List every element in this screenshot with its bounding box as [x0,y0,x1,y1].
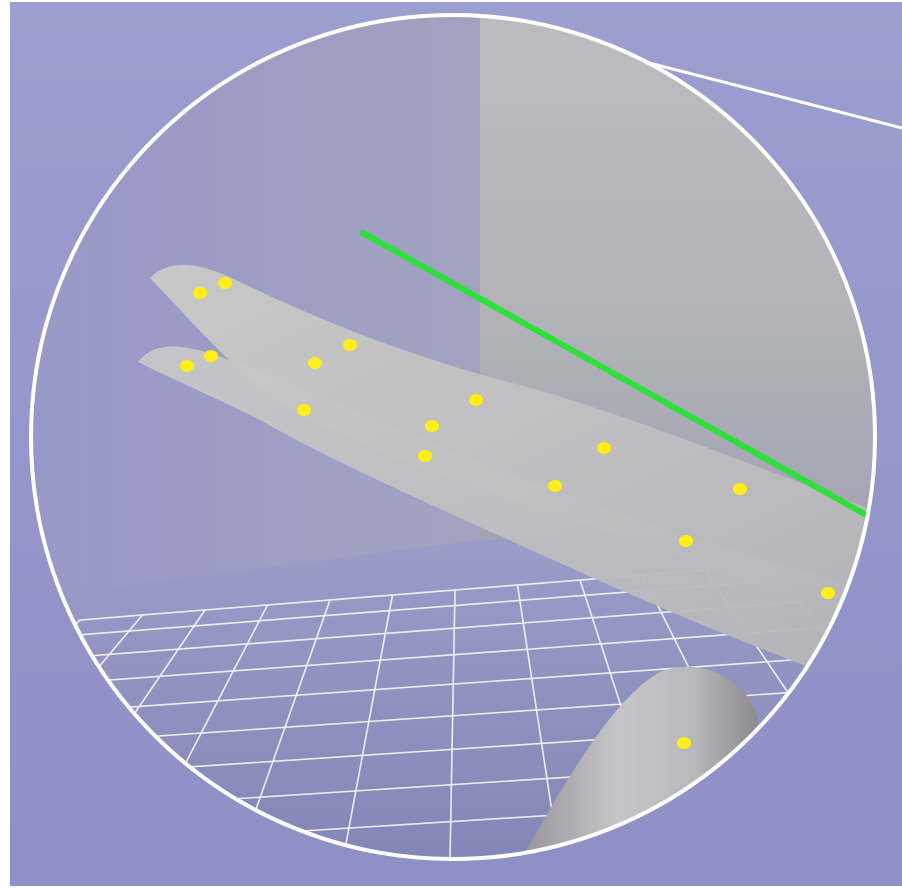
grid-line [340,594,394,859]
marker-dot[interactable] [218,277,232,289]
marker-dot[interactable] [548,480,562,492]
grid-line [31,614,144,859]
marker-dot[interactable] [733,483,747,495]
lower-surface [138,346,875,700]
grid-line [31,649,875,719]
marker-dot[interactable] [597,442,611,454]
marker-dot[interactable] [308,357,322,369]
marker-points [180,277,835,749]
wall-edge-outline [629,56,902,130]
marker-dot[interactable] [469,394,483,406]
lens-ring [29,13,877,861]
marker-dot[interactable] [677,737,691,749]
marker-dot[interactable] [418,450,432,462]
marker-dot[interactable] [204,350,218,362]
marker-dot[interactable] [821,587,835,599]
marker-dot[interactable] [297,404,311,416]
marker-dot[interactable] [180,360,194,372]
grid-line [449,589,456,859]
marker-dot[interactable] [679,535,693,547]
pointer-ray [360,230,871,519]
marker-dot[interactable] [343,339,357,351]
marker-dot[interactable] [425,420,439,432]
marker-dot[interactable] [193,287,207,299]
